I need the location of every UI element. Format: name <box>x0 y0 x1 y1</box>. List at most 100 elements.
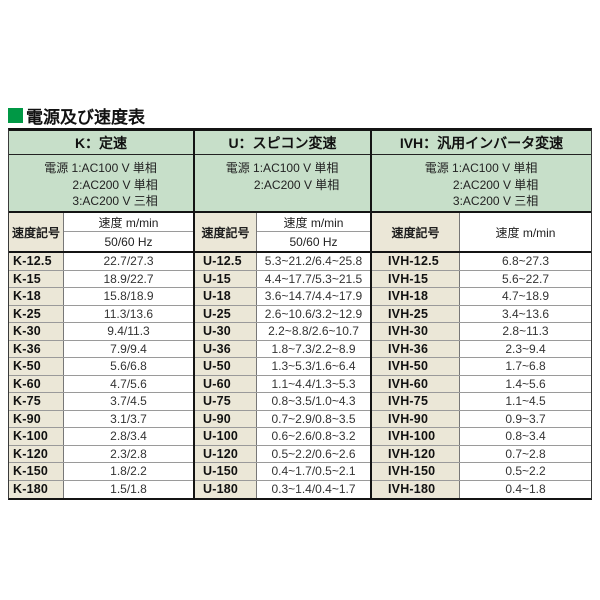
table-row: IVH-60 1.4~5.6 <box>372 375 591 393</box>
table-row: IVH-15 5.6~22.7 <box>372 270 591 288</box>
table-row: U-120 0.5~2.2/0.6~2.6 <box>195 445 370 463</box>
table-row: IVH-180 0.4~1.8 <box>372 480 591 498</box>
speed-code-cell: IVH-75 <box>372 393 460 410</box>
table-row: U-150 0.4~1.7/0.5~2.1 <box>195 463 370 481</box>
speed-value-cell: 0.9~3.7 <box>460 410 591 427</box>
table-row: K-120 2.3/2.8 <box>9 445 193 463</box>
table-row: K-150 1.8/2.2 <box>9 463 193 481</box>
subheader-row: 速度記号 速度 m/min <box>372 213 591 253</box>
power-supply-cell: 電源 1:AC100 V 単相 2:AC200 V 単相 <box>195 155 370 213</box>
speed-code-header: 速度記号 <box>195 213 257 251</box>
table-row: K-50 5.6/6.8 <box>9 358 193 376</box>
speed-value-cell: 0.5~2.2/0.6~2.6 <box>257 445 370 462</box>
green-square-bullet-icon <box>8 108 23 123</box>
table-row: U-36 1.8~7.3/2.2~8.9 <box>195 340 370 358</box>
table-row: IVH-30 2.8~11.3 <box>372 323 591 341</box>
subheader-row: 速度記号 速度 m/min 50/60 Hz <box>9 213 193 253</box>
speed-value-cell: 5.3~21.2/6.4~25.8 <box>257 253 370 270</box>
speed-value-cell: 0.5~2.2 <box>460 463 591 480</box>
speed-value-cell: 1.1~4.4/1.3~5.3 <box>257 375 370 392</box>
table-row: U-30 2.2~8.8/2.6~10.7 <box>195 323 370 341</box>
table-row: IVH-90 0.9~3.7 <box>372 410 591 428</box>
power-supply-lines: 電源 1:AC100 V 単相 2:AC200 V 単相 3:AC200 V 三相 <box>425 160 539 211</box>
table-row: K-36 7.9/9.4 <box>9 340 193 358</box>
speed-code-cell: U-30 <box>195 323 257 340</box>
table-row: K-100 2.8/3.4 <box>9 428 193 446</box>
table-row: U-18 3.6~14.7/4.4~17.9 <box>195 288 370 306</box>
power-line: 2:AC200 V 単相 <box>72 177 158 192</box>
speed-code-cell: K-50 <box>9 358 64 375</box>
speed-value-cell: 1.4~5.6 <box>460 375 591 392</box>
speed-value-cell: 3.1/3.7 <box>64 410 193 427</box>
speed-value-cell: 2.3~9.4 <box>460 340 591 357</box>
speed-value-cell: 1.3~5.3/1.6~6.4 <box>257 358 370 375</box>
power-line: 3:AC200 V 三相 <box>72 194 158 208</box>
speed-value-cell: 3.6~14.7/4.4~17.9 <box>257 288 370 305</box>
speed-code-cell: K-180 <box>9 480 64 498</box>
section-header: IVH：汎用インバータ変速 <box>372 131 591 155</box>
speed-value-cell: 0.8~3.4 <box>460 428 591 445</box>
speed-value-cell: 5.6/6.8 <box>64 358 193 375</box>
section-header-label: IVH：汎用インバータ変速 <box>399 134 564 151</box>
speed-value-cell: 9.4/11.3 <box>64 323 193 340</box>
power-line: 3:AC200 V 三相 <box>452 194 539 208</box>
speed-value-cell: 1.8~7.3/2.2~8.9 <box>257 340 370 357</box>
speed-value-cell: 0.6~2.6/0.8~3.2 <box>257 428 370 445</box>
speed-value-cell: 4.7~18.9 <box>460 288 591 305</box>
power-line: 2:AC200 V 単相 <box>253 177 340 192</box>
table-row: IVH-150 0.5~2.2 <box>372 463 591 481</box>
speed-code-cell: K-18 <box>9 288 64 305</box>
speed-value-cell: 0.7~2.8 <box>460 445 591 462</box>
speed-code-cell: IVH-36 <box>372 340 460 357</box>
page-title-row: 電源及び速度表 <box>8 103 145 128</box>
data-rows: IVH-12.5 6.8~27.3 IVH-15 5.6~22.7 IVH-18 4.7~… <box>372 253 591 498</box>
speed-value-cell: 2.2~8.8/2.6~10.7 <box>257 323 370 340</box>
speed-value-cell: 5.6~22.7 <box>460 270 591 287</box>
speed-code-cell: IVH-50 <box>372 358 460 375</box>
table-row: K-60 4.7/5.6 <box>9 375 193 393</box>
table-row: K-75 3.7/4.5 <box>9 393 193 411</box>
table-row: IVH-36 2.3~9.4 <box>372 340 591 358</box>
speed-code-cell: IVH-25 <box>372 305 460 322</box>
speed-value-cell: 15.8/18.9 <box>64 288 193 305</box>
table-row: U-75 0.8~3.5/1.0~4.3 <box>195 393 370 411</box>
speed-code-cell: U-60 <box>195 375 257 392</box>
speed-code-cell: K-120 <box>9 445 64 462</box>
speed-value-cell: 0.8~3.5/1.0~4.3 <box>257 393 370 410</box>
speed-code-cell: U-12.5 <box>195 253 257 270</box>
speed-code-header: 速度記号 <box>9 213 64 251</box>
section-header-label: K：定速 <box>74 134 128 151</box>
speed-code-cell: K-100 <box>9 428 64 445</box>
speed-value-cell: 2.3/2.8 <box>64 445 193 462</box>
table-row: IVH-25 3.4~13.6 <box>372 305 591 323</box>
table-row: U-60 1.1~4.4/1.3~5.3 <box>195 375 370 393</box>
table-row: IVH-18 4.7~18.9 <box>372 288 591 306</box>
speed-code-cell: IVH-150 <box>372 463 460 480</box>
speed-code-cell: U-25 <box>195 305 257 322</box>
speed-code-cell: K-12.5 <box>9 253 64 270</box>
speed-value-header: 速度 m/min 50/60 Hz <box>257 213 370 251</box>
table-row: K-180 1.5/1.8 <box>9 480 193 498</box>
table-row: IVH-100 0.8~3.4 <box>372 428 591 446</box>
table-row: U-180 0.3~1.4/0.4~1.7 <box>195 480 370 498</box>
section-u: U：スピコン変速 電源 1:AC100 V 単相 2:AC200 V 単相 速度記… <box>195 131 372 498</box>
table-row: U-15 4.4~17.7/5.3~21.5 <box>195 270 370 288</box>
frequency-label: 50/60 Hz <box>289 234 338 249</box>
speed-value-cell: 11.3/13.6 <box>64 305 193 322</box>
speed-value-cell: 3.4~13.6 <box>460 305 591 322</box>
speed-value-cell: 0.7~2.9/0.8~3.5 <box>257 410 370 427</box>
table-row: K-90 3.1/3.7 <box>9 410 193 428</box>
speed-code-cell: K-15 <box>9 270 64 287</box>
table-row: K-30 9.4/11.3 <box>9 323 193 341</box>
section-header: K：定速 <box>9 131 193 155</box>
speed-code-cell: U-75 <box>195 393 257 410</box>
speed-value-cell: 2.8~11.3 <box>460 323 591 340</box>
speed-unit-label: 速度 m/min <box>495 225 556 240</box>
speed-code-cell: U-120 <box>195 445 257 462</box>
power-supply-lines: 電源 1:AC100 V 単相 2:AC200 V 単相 3:AC200 V 三相 <box>44 160 158 211</box>
frequency-label: 50/60 Hz <box>104 234 153 249</box>
speed-value-cell: 4.7/5.6 <box>64 375 193 392</box>
power-supply-cell: 電源 1:AC100 V 単相 2:AC200 V 単相 3:AC200 V 三相 <box>9 155 193 213</box>
data-rows: U-12.5 5.3~21.2/6.4~25.8 U-15 4.4~17.7/5.3~… <box>195 253 370 498</box>
speed-code-cell: IVH-100 <box>372 428 460 445</box>
